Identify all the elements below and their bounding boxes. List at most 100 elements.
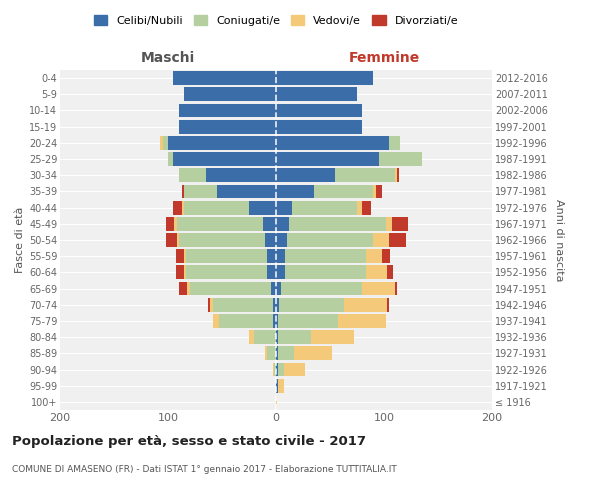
Bar [249, 330, 254, 344]
Bar [276, 200, 292, 214]
Bar [176, 266, 184, 280]
Bar [379, 152, 422, 166]
Bar [168, 136, 276, 149]
Bar [179, 233, 265, 247]
Bar [160, 136, 163, 149]
Bar [166, 217, 175, 230]
Bar [176, 217, 263, 230]
Bar [295, 346, 332, 360]
Bar [179, 168, 206, 182]
Bar [278, 362, 284, 376]
Bar [263, 217, 276, 230]
Bar [284, 362, 305, 376]
Bar [182, 200, 184, 214]
Bar [276, 136, 389, 149]
Bar [395, 282, 397, 296]
Bar [387, 298, 389, 312]
Bar [276, 314, 278, 328]
Bar [389, 136, 400, 149]
Bar [284, 250, 365, 263]
Bar [276, 395, 277, 409]
Bar [279, 298, 344, 312]
Bar [387, 266, 392, 280]
Text: Popolazione per età, sesso e stato civile - 2017: Popolazione per età, sesso e stato civil… [12, 435, 366, 448]
Bar [184, 184, 217, 198]
Bar [166, 233, 176, 247]
Bar [382, 250, 391, 263]
Bar [276, 379, 278, 392]
Bar [392, 217, 408, 230]
Bar [173, 71, 276, 85]
Bar [182, 184, 184, 198]
Bar [287, 233, 373, 247]
Bar [273, 362, 274, 376]
Text: Maschi: Maschi [141, 51, 195, 65]
Bar [276, 266, 284, 280]
Bar [168, 152, 173, 166]
Bar [314, 184, 373, 198]
Bar [268, 346, 276, 360]
Bar [173, 200, 182, 214]
Bar [265, 346, 268, 360]
Bar [187, 250, 268, 263]
Bar [284, 266, 365, 280]
Bar [278, 314, 338, 328]
Bar [276, 120, 362, 134]
Bar [276, 362, 278, 376]
Bar [395, 168, 397, 182]
Bar [289, 217, 386, 230]
Bar [281, 282, 362, 296]
Bar [276, 346, 278, 360]
Bar [276, 282, 281, 296]
Bar [397, 168, 399, 182]
Y-axis label: Anni di nascita: Anni di nascita [554, 198, 565, 281]
Bar [357, 200, 362, 214]
Bar [187, 266, 268, 280]
Bar [274, 362, 276, 376]
Bar [206, 168, 276, 182]
Y-axis label: Fasce di età: Fasce di età [14, 207, 25, 273]
Bar [179, 120, 276, 134]
Bar [311, 330, 354, 344]
Text: Femmine: Femmine [349, 51, 419, 65]
Bar [184, 250, 187, 263]
Bar [190, 282, 271, 296]
Bar [184, 200, 249, 214]
Text: COMUNE DI AMASENO (FR) - Dati ISTAT 1° gennaio 2017 - Elaborazione TUTTITALIA.IT: COMUNE DI AMASENO (FR) - Dati ISTAT 1° g… [12, 465, 397, 474]
Bar [338, 314, 386, 328]
Bar [273, 298, 276, 312]
Bar [362, 200, 371, 214]
Bar [214, 314, 219, 328]
Bar [292, 200, 357, 214]
Bar [373, 233, 389, 247]
Bar [276, 217, 289, 230]
Bar [276, 168, 335, 182]
Bar [276, 250, 284, 263]
Bar [268, 266, 276, 280]
Bar [268, 250, 276, 263]
Bar [278, 379, 284, 392]
Bar [376, 184, 382, 198]
Bar [278, 330, 311, 344]
Bar [184, 266, 187, 280]
Bar [276, 184, 314, 198]
Bar [210, 298, 214, 312]
Bar [271, 282, 276, 296]
Bar [276, 104, 362, 118]
Bar [278, 346, 295, 360]
Legend: Celibi/Nubili, Coniugati/e, Vedovi/e, Divorziati/e: Celibi/Nubili, Coniugati/e, Vedovi/e, Di… [89, 10, 463, 30]
Bar [389, 233, 406, 247]
Bar [208, 298, 210, 312]
Bar [365, 266, 387, 280]
Bar [344, 298, 387, 312]
Bar [273, 314, 276, 328]
Bar [163, 136, 168, 149]
Bar [365, 250, 382, 263]
Bar [373, 184, 376, 198]
Bar [176, 233, 179, 247]
Bar [276, 298, 279, 312]
Bar [175, 217, 176, 230]
Bar [179, 282, 187, 296]
Bar [276, 71, 373, 85]
Bar [386, 217, 392, 230]
